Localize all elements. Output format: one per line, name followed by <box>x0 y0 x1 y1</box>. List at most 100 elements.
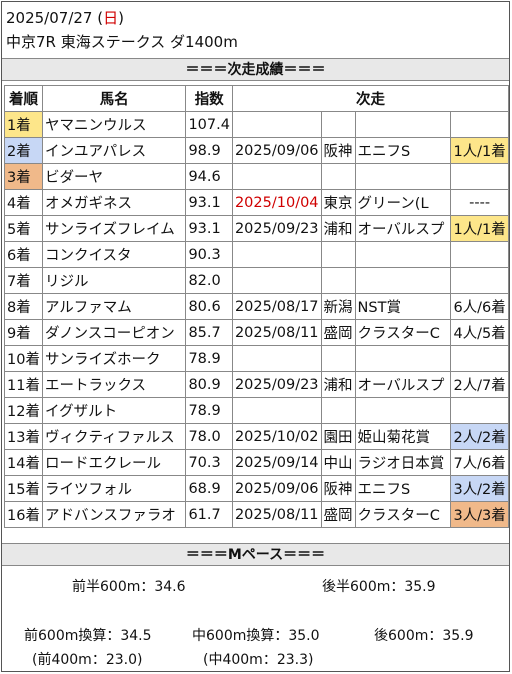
cell-race <box>354 163 452 190</box>
cell-rank: 8着 <box>4 293 43 320</box>
cell-rank: 16着 <box>4 501 43 528</box>
cell-race: クラスターC <box>354 501 452 528</box>
cell-idx: 68.9 <box>185 475 233 502</box>
weekday: 日 <box>103 9 119 27</box>
cell-idx: 98.9 <box>185 137 233 164</box>
cell-place <box>320 345 356 372</box>
cell-date <box>231 345 322 372</box>
cell-place <box>320 111 356 138</box>
cell-race: オーバルスプ <box>354 215 452 242</box>
race-title: 中京7R 東海ステークス ダ1400m <box>6 33 238 51</box>
cell-date: 2025/09/06 <box>231 137 322 164</box>
cell-date: 2025/10/02 <box>231 423 322 450</box>
cell-place <box>320 267 356 294</box>
cell-date: 2025/08/17 <box>231 293 322 320</box>
cell-result: 3人/2着 <box>450 475 509 502</box>
cell-name: ビダーヤ <box>41 163 187 190</box>
race-date: 2025/07/27 (日) <box>6 9 124 27</box>
cell-date <box>231 267 322 294</box>
cell-rank: 12着 <box>4 397 43 424</box>
date-prefix: 2025/07/27 ( <box>6 9 104 27</box>
table-row: 10着 サンライズホーク 78.9 <box>4 345 509 372</box>
cell-race: エニフS <box>354 137 452 164</box>
cell-place: 新潟 <box>320 293 356 320</box>
cell-rank: 3着 <box>4 163 43 190</box>
table-row: 12着 イグザルト 78.9 <box>4 397 509 424</box>
cell-race: クラスターC <box>354 319 452 346</box>
cell-rank: 13着 <box>4 423 43 450</box>
cell-name: ライツフォル <box>41 475 187 502</box>
header-index: 指数 <box>185 85 233 112</box>
cell-result <box>450 163 509 190</box>
table-header-row: 着順 馬名 指数 次走 <box>4 85 510 112</box>
mid-400: (中400m：23.3) <box>203 652 314 668</box>
table-row: 4着 オメガギネス 93.1 2025/10/04 東京 グリーン(L ---- <box>4 189 509 216</box>
table-row: 5着 サンライズフレイム 93.1 2025/09/23 浦和 オーバルスプ 1人/1着 <box>4 215 509 242</box>
cell-result <box>450 111 509 138</box>
cell-place <box>320 241 356 268</box>
cell-idx: 78.9 <box>185 397 233 424</box>
cell-rank: 2着 <box>4 137 43 164</box>
cell-idx: 94.6 <box>185 163 233 190</box>
cell-race <box>354 267 452 294</box>
table-row: 15着 ライツフォル 68.9 2025/09/06 阪神 エニフS 3人/2着 <box>4 475 509 502</box>
cell-rank: 6着 <box>4 241 43 268</box>
first-half-600: 前半600m：34.6 <box>72 579 186 595</box>
cell-result: 1人/1着 <box>450 215 509 242</box>
cell-name: アドバンスファラオ <box>41 501 187 528</box>
cell-date: 2025/09/06 <box>231 475 322 502</box>
cell-place: 盛岡 <box>320 319 356 346</box>
cell-date: 2025/09/23 <box>231 371 322 398</box>
cell-result <box>450 397 509 424</box>
cell-race: 姫山菊花賞 <box>354 423 452 450</box>
cell-place <box>320 397 356 424</box>
cell-idx: 70.3 <box>185 449 233 476</box>
cell-rank: 15着 <box>4 475 43 502</box>
table-row: 8着 アルファマム 80.6 2025/08/17 新潟 NST賞 6人/6着 <box>4 293 509 320</box>
cell-place: 東京 <box>320 189 356 216</box>
cell-name: オメガギネス <box>41 189 187 216</box>
cell-result: ---- <box>450 189 509 216</box>
results-section-title: ＝＝＝次走成績＝＝＝ <box>2 58 509 81</box>
date-suffix: ) <box>118 9 124 27</box>
cell-rank: 11着 <box>4 371 43 398</box>
cell-idx: 61.7 <box>185 501 233 528</box>
cell-place: 浦和 <box>320 371 356 398</box>
cell-name: リジル <box>41 267 187 294</box>
cell-name: サンライズフレイム <box>41 215 187 242</box>
cell-date <box>231 397 322 424</box>
cell-result <box>450 241 509 268</box>
cell-rank: 5着 <box>4 215 43 242</box>
cell-result <box>450 345 509 372</box>
cell-date: 2025/09/14 <box>231 449 322 476</box>
results-table: 着順 馬名 指数 次走 1着 ヤマニンウルス 107.4 2着 インユアパレス 98.9 2… <box>4 85 510 528</box>
back-600: 後600m：35.9 <box>374 628 474 644</box>
table-row: 14着 ロードエクレール 70.3 2025/09/14 中山 ラジオ日本賞 7人/6着 <box>4 449 509 476</box>
cell-idx: 90.3 <box>185 241 233 268</box>
cell-result <box>450 267 509 294</box>
cell-place: 浦和 <box>320 215 356 242</box>
cell-rank: 14着 <box>4 449 43 476</box>
table-row: 1着 ヤマニンウルス 107.4 <box>4 111 509 138</box>
cell-date <box>231 241 322 268</box>
cell-race: ラジオ日本賞 <box>354 449 452 476</box>
cell-date: 2025/08/11 <box>231 501 322 528</box>
cell-name: ヤマニンウルス <box>41 111 187 138</box>
cell-race <box>354 397 452 424</box>
cell-name: ヴィクティファルス <box>41 423 187 450</box>
cell-result: 2人/7着 <box>450 371 509 398</box>
cell-race <box>354 345 452 372</box>
cell-date <box>231 111 322 138</box>
cell-name: サンライズホーク <box>41 345 187 372</box>
cell-idx: 107.4 <box>185 111 233 138</box>
cell-date: 2025/10/04 <box>231 189 322 216</box>
header-rank: 着順 <box>4 85 43 112</box>
cell-result: 3人/3着 <box>450 501 509 528</box>
pace-section-title: ＝＝＝Mペース＝＝＝ <box>2 543 509 566</box>
cell-place: 阪神 <box>320 137 356 164</box>
cell-race <box>354 241 452 268</box>
cell-rank: 9着 <box>4 319 43 346</box>
cell-date: 2025/08/11 <box>231 319 322 346</box>
cell-idx: 93.1 <box>185 189 233 216</box>
